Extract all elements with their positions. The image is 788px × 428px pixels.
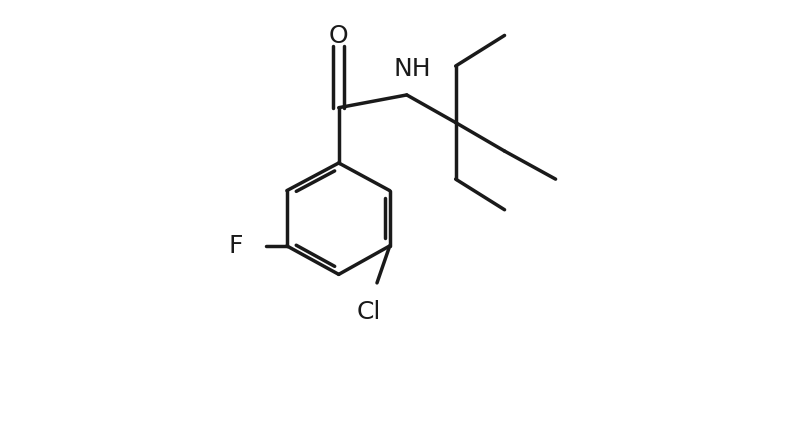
Text: F: F [229,234,243,258]
Text: O: O [329,24,348,48]
Text: Cl: Cl [356,300,381,324]
Text: NH: NH [393,57,431,81]
